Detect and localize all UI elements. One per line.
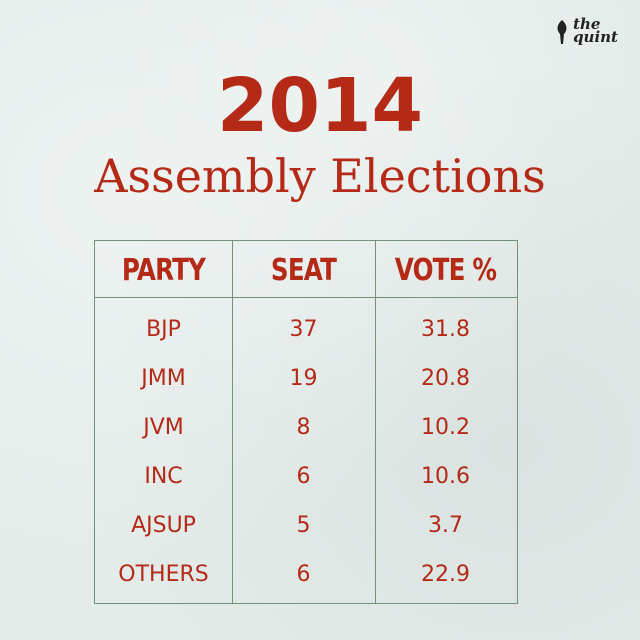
cell-vote: 10.2 [421,415,470,440]
cell-party: JMM [141,366,186,391]
cell-party: JVM [143,415,184,440]
column-divider [375,241,376,603]
column-divider [232,241,233,603]
cell-party: AJSUP [131,513,196,538]
column-header-vote: VOTE % [394,253,497,288]
cell-party: OTHERS [118,562,209,587]
cell-seat: 5 [296,513,311,538]
cell-seat: 8 [296,415,311,440]
brand-logo: the quint [555,15,618,46]
quill-icon [557,20,567,44]
cell-vote: 3.7 [428,513,463,538]
cell-vote: 22.9 [421,562,470,587]
cell-seat: 6 [296,464,311,489]
page-year: 2014 [217,63,423,149]
column-header-party: PARTY [121,253,206,288]
cell-vote: 20.8 [421,366,470,391]
cell-party: BJP [146,317,181,342]
cell-vote: 10.6 [421,464,470,489]
header-divider [95,297,517,298]
cell-seat: 19 [289,366,318,391]
cell-party: INC [144,464,183,489]
results-table: PARTY SEAT VOTE % BJP 37 31.8 JMM 19 20.8 JVM 8… [94,240,518,604]
column-header-seat: SEAT [270,253,337,288]
brand-line1: the [573,15,601,33]
brand-line2: quint [573,28,618,46]
cell-vote: 31.8 [421,317,470,342]
cell-seat: 6 [296,562,311,587]
cell-seat: 37 [289,317,318,342]
brand-wordmark: the quint [573,15,618,46]
page-title: Assembly Elections [94,149,546,203]
